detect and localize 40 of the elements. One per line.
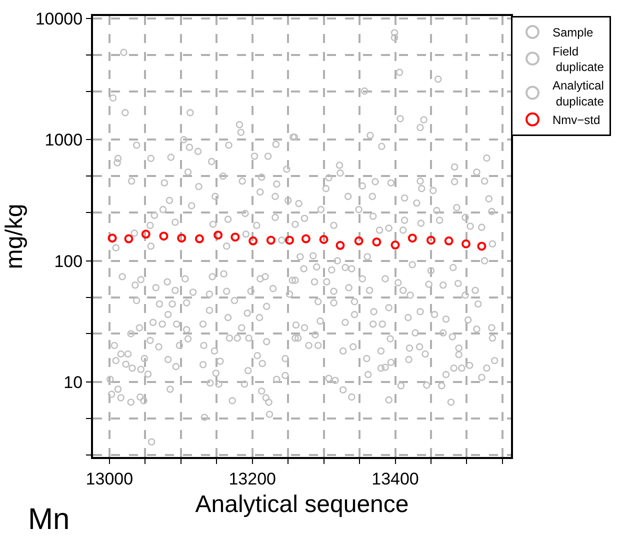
point bbox=[354, 236, 364, 246]
point bbox=[285, 236, 294, 245]
y-tick-label: 10 bbox=[64, 372, 83, 392]
legend-label: Analytical duplicate bbox=[552, 78, 604, 108]
legend-label: Sample bbox=[552, 26, 594, 40]
point bbox=[194, 234, 204, 244]
point bbox=[237, 128, 245, 136]
y-axis-title: mg/kg bbox=[0, 204, 28, 270]
x-axis-title: Analytical sequence bbox=[195, 491, 409, 518]
point bbox=[372, 237, 382, 246]
x-tick-label: 13400 bbox=[372, 469, 419, 488]
legend-label: Field duplicate bbox=[552, 44, 604, 74]
point bbox=[319, 234, 328, 244]
x-tick-label: 13000 bbox=[86, 469, 134, 488]
point bbox=[177, 234, 186, 243]
point bbox=[236, 121, 244, 128]
y-tick-label: 100 bbox=[54, 252, 83, 271]
point bbox=[461, 239, 470, 248]
point bbox=[477, 242, 486, 251]
y-tick-label: 10000 bbox=[35, 10, 83, 29]
point bbox=[444, 236, 454, 246]
point bbox=[426, 236, 436, 245]
point bbox=[141, 230, 150, 239]
point bbox=[301, 234, 310, 244]
point bbox=[390, 29, 398, 36]
y-tick-label: 1000 bbox=[44, 130, 83, 150]
point bbox=[230, 232, 240, 242]
point bbox=[266, 236, 276, 245]
point bbox=[408, 234, 417, 243]
point bbox=[124, 234, 134, 244]
point bbox=[214, 230, 223, 240]
point bbox=[108, 234, 117, 243]
x-tick-label: 13200 bbox=[228, 469, 276, 488]
point bbox=[390, 240, 400, 250]
point bbox=[248, 236, 258, 246]
point bbox=[390, 34, 398, 42]
point bbox=[336, 240, 345, 250]
point bbox=[159, 232, 168, 241]
text: Mn bbox=[28, 503, 70, 536]
legend-label: Nmv−std bbox=[552, 113, 600, 128]
